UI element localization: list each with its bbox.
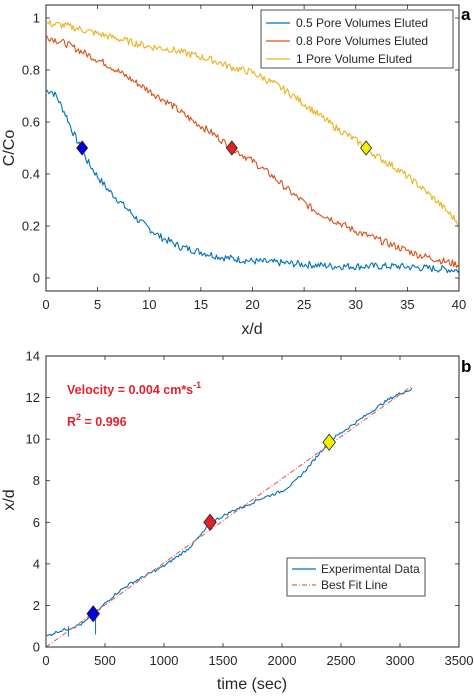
x-tick-label: 1000 [150, 653, 179, 668]
panel-a-x-label: x/d [241, 321, 262, 338]
x-tick-label: 30 [349, 297, 363, 312]
series-line-2 [45, 385, 413, 648]
y-tick-label: 0.6 [22, 115, 40, 130]
x-tick-label: 40 [452, 297, 466, 312]
y-tick-label: 0 [33, 640, 40, 655]
y-tick-label: 14 [26, 349, 40, 364]
panel-b-y-label: x/d [1, 489, 18, 510]
y-tick-label: 4 [33, 556, 40, 571]
diamond-marker-1 [76, 140, 89, 156]
x-tick-label: 35 [400, 297, 414, 312]
series-line-3 [45, 20, 460, 227]
diamond-marker-3 [360, 140, 373, 156]
legend-label-0-8pv: 0.8 Pore Volumes Eluted [296, 34, 428, 48]
panel-b-ticks-group: 0 500 1000 1500 2000 2500 3000 3500 0 2 4 6 8 10 12 14 [26, 349, 474, 669]
panel-b-letter: b [461, 357, 471, 376]
y-tick-label: 12 [26, 390, 40, 405]
series-line-2 [45, 34, 460, 269]
x-tick-label: 5 [94, 297, 101, 312]
x-tick-label: 2500 [327, 653, 356, 668]
x-tick-label: 2000 [268, 653, 297, 668]
velocity-annotation: Velocity = 0.004 cm*s-1 [67, 380, 201, 397]
panel-b-markers-group [86, 433, 336, 623]
panel-b-series-group [45, 385, 413, 648]
panel-b: 0 500 1000 1500 2000 2500 3000 350002468101214 … [1, 349, 473, 694]
x-tick-label: 3000 [386, 653, 415, 668]
panel-a-ticks-group: 0 5 10 15 20 25 30 35 40 0 0.2 0.4 0.6 0.8 1 [22, 5, 466, 312]
legend-label-0-5pv: 0.5 Pore Volumes Eluted [296, 16, 428, 30]
panel-b-x-label: time (sec) [217, 676, 287, 693]
y-tick-label: 0 [33, 271, 40, 286]
legend-label-1pv: 1 Pore Volume Eluted [296, 52, 412, 66]
panel-a-letter: a [461, 5, 471, 24]
y-tick-label: 2 [33, 598, 40, 613]
y-tick-label: 0.8 [22, 63, 40, 78]
r-squared-annotation: R2 = 0.996 [67, 412, 127, 429]
x-tick-label: 25 [297, 297, 311, 312]
diamond-marker-2 [203, 513, 217, 531]
legend-label-best-fit: Best Fit Line [321, 578, 388, 592]
y-tick-label: 0.2 [22, 219, 40, 234]
x-tick-label: 500 [94, 653, 116, 668]
x-tick-label: 1500 [209, 653, 238, 668]
y-tick-label: 0.4 [22, 167, 40, 182]
y-tick-label: 1 [33, 11, 40, 26]
x-tick-label: 3500 [445, 653, 474, 668]
panel-a-legend: 0.5 Pore Volumes Eluted 0.8 Pore Volumes… [260, 9, 454, 69]
panel-a-y-label: C/Co [1, 130, 18, 167]
diamond-marker-1 [86, 605, 100, 623]
x-tick-label: 15 [194, 297, 208, 312]
panel-a-markers-group [76, 140, 373, 156]
x-tick-label: 10 [142, 297, 156, 312]
diamond-marker-3 [322, 433, 336, 451]
y-tick-label: 8 [33, 473, 40, 488]
series-line-1 [45, 89, 460, 274]
x-tick-label: 0 [42, 653, 49, 668]
panel-b-plot-area [45, 355, 460, 648]
y-tick-label: 6 [33, 515, 40, 530]
panel-b-legend: Experimental Data Best Fit Line [286, 557, 426, 597]
panel-a-series-group [45, 20, 460, 274]
x-tick-label: 20 [245, 297, 259, 312]
x-tick-label: 0 [42, 297, 49, 312]
diamond-marker-2 [225, 140, 238, 156]
series-line-1 [46, 387, 413, 637]
legend-label-experimental: Experimental Data [321, 562, 420, 576]
y-tick-label: 10 [26, 432, 40, 447]
